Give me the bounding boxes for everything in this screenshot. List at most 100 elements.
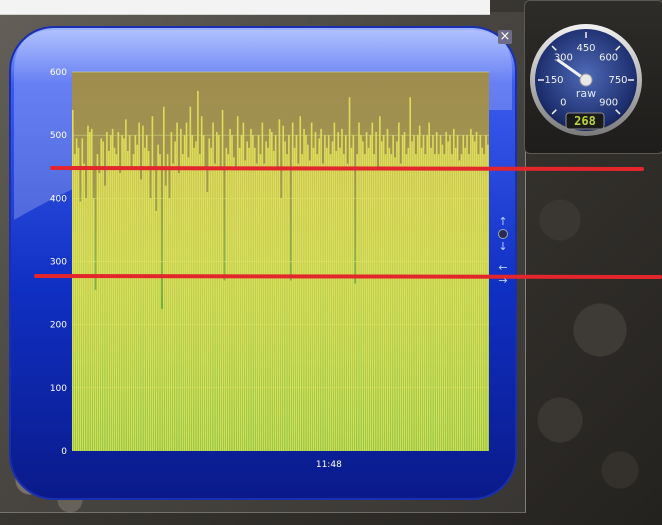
upper-red-guide-line bbox=[50, 166, 644, 171]
bar bbox=[183, 135, 186, 452]
bar bbox=[398, 122, 400, 451]
bar bbox=[411, 141, 413, 452]
bar bbox=[363, 154, 366, 451]
bar bbox=[227, 154, 230, 451]
bar bbox=[445, 132, 448, 451]
bar bbox=[187, 157, 190, 451]
bar bbox=[335, 150, 338, 451]
bar bbox=[483, 154, 485, 451]
close-icon[interactable]: × bbox=[498, 29, 512, 44]
bar bbox=[159, 154, 161, 451]
bar bbox=[128, 135, 131, 452]
bar bbox=[413, 135, 415, 452]
bar bbox=[140, 179, 142, 451]
bar bbox=[303, 128, 305, 451]
bar bbox=[299, 116, 302, 451]
y-tick-label: 100 bbox=[50, 384, 67, 394]
bar bbox=[403, 132, 406, 451]
bar bbox=[172, 163, 175, 451]
bar bbox=[204, 166, 207, 451]
y-tick-label: 200 bbox=[50, 321, 67, 331]
bar bbox=[384, 154, 387, 451]
gauge-tick bbox=[551, 109, 557, 115]
bar bbox=[119, 173, 121, 451]
bar bbox=[248, 147, 250, 452]
bar bbox=[109, 135, 112, 452]
bar bbox=[79, 201, 82, 451]
bar bbox=[221, 109, 224, 452]
x-tick-label: 11:48 bbox=[316, 460, 342, 470]
bar bbox=[443, 154, 446, 451]
bar bbox=[293, 147, 296, 452]
bar bbox=[291, 122, 294, 451]
y-tick-label: 600 bbox=[50, 68, 67, 78]
gauge-tick-label: 0 bbox=[560, 98, 566, 109]
bar bbox=[212, 122, 214, 451]
bar bbox=[142, 125, 144, 451]
bar bbox=[132, 154, 135, 451]
bar bbox=[96, 154, 99, 451]
y-tick-label: 400 bbox=[50, 194, 67, 204]
bar bbox=[316, 154, 319, 451]
bar bbox=[244, 160, 247, 451]
bar bbox=[102, 141, 104, 452]
gauge-ticks bbox=[538, 32, 634, 115]
bar bbox=[424, 154, 427, 451]
bar bbox=[329, 154, 332, 451]
down-arrow-icon[interactable]: ↓ bbox=[498, 240, 508, 253]
bar bbox=[396, 141, 398, 452]
bar bbox=[216, 132, 218, 451]
bar bbox=[225, 147, 228, 452]
bar bbox=[308, 160, 311, 451]
bar bbox=[276, 166, 279, 451]
bar bbox=[231, 135, 233, 452]
bar bbox=[451, 154, 453, 451]
bar bbox=[479, 135, 482, 452]
side-control-knob[interactable] bbox=[498, 229, 508, 239]
y-tick-label: 300 bbox=[50, 258, 67, 268]
bar bbox=[430, 147, 432, 452]
bar bbox=[75, 138, 78, 451]
bar bbox=[420, 147, 423, 452]
bar bbox=[94, 289, 97, 451]
bar bbox=[117, 132, 120, 451]
bar bbox=[85, 198, 87, 451]
bar bbox=[462, 135, 465, 452]
bar bbox=[210, 147, 212, 452]
bar bbox=[253, 147, 256, 452]
bar bbox=[371, 122, 374, 451]
side-control-arrows: ↑ ↓ ← → bbox=[494, 215, 512, 295]
bar bbox=[454, 147, 457, 452]
bar bbox=[428, 122, 430, 451]
bar bbox=[327, 135, 330, 452]
bar bbox=[144, 147, 146, 452]
bar bbox=[386, 128, 389, 451]
up-arrow-icon[interactable]: ↑ bbox=[498, 215, 508, 228]
bar bbox=[267, 147, 269, 452]
bar bbox=[360, 135, 362, 452]
bar bbox=[464, 147, 466, 452]
bar bbox=[113, 147, 116, 452]
bar bbox=[481, 147, 484, 452]
bar bbox=[333, 122, 336, 451]
bar bbox=[301, 154, 303, 451]
bar bbox=[399, 163, 402, 451]
bar bbox=[466, 135, 468, 452]
left-arrow-icon[interactable]: ← bbox=[498, 261, 508, 274]
bar bbox=[434, 154, 436, 451]
bar bbox=[392, 135, 394, 452]
bar bbox=[126, 150, 129, 451]
right-arrow-icon[interactable]: → bbox=[498, 274, 508, 287]
bar bbox=[415, 154, 417, 451]
bar bbox=[238, 147, 241, 452]
bar bbox=[106, 132, 108, 451]
bar bbox=[255, 163, 258, 451]
bar bbox=[375, 132, 377, 451]
bar bbox=[176, 122, 178, 451]
bar bbox=[325, 147, 328, 452]
bar bbox=[240, 135, 243, 452]
window-top-strip bbox=[0, 0, 490, 15]
bar bbox=[145, 135, 148, 452]
bar bbox=[130, 166, 133, 451]
